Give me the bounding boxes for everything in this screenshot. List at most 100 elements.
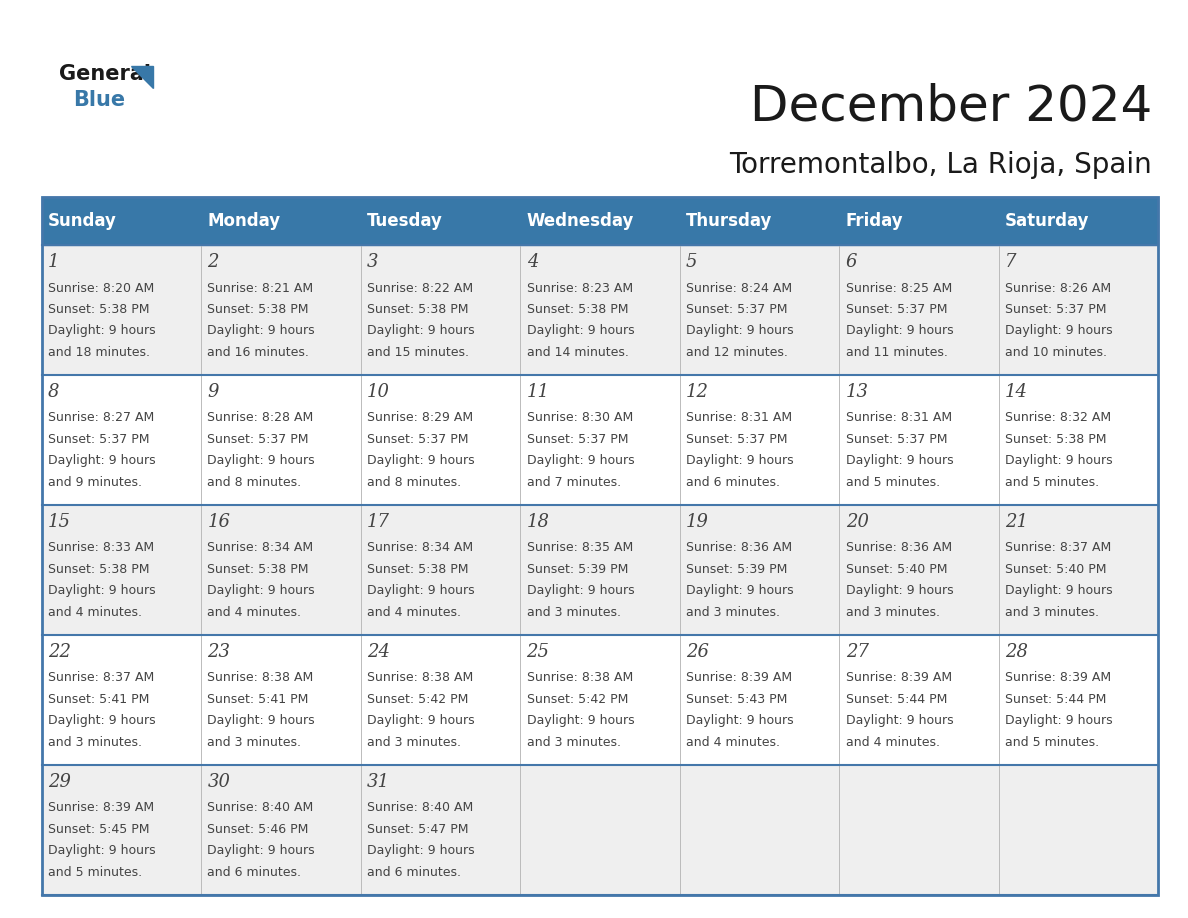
Text: 18: 18 [526, 513, 550, 531]
Bar [999, 245, 1158, 375]
Text: Daylight: 9 hours: Daylight: 9 hours [367, 845, 475, 857]
Text: and 8 minutes.: and 8 minutes. [367, 476, 461, 489]
Text: Sunrise: 8:33 AM: Sunrise: 8:33 AM [48, 542, 154, 554]
Text: Sunset: 5:38 PM: Sunset: 5:38 PM [208, 303, 309, 316]
Text: Sunrise: 8:29 AM: Sunrise: 8:29 AM [367, 411, 473, 424]
Text: 16: 16 [208, 513, 230, 531]
Text: Sunrise: 8:36 AM: Sunrise: 8:36 AM [846, 542, 952, 554]
Text: and 7 minutes.: and 7 minutes. [526, 476, 620, 489]
Text: Sunrise: 8:40 AM: Sunrise: 8:40 AM [208, 801, 314, 814]
Text: and 11 minutes.: and 11 minutes. [846, 346, 948, 359]
Bar [361, 245, 520, 375]
Text: Saturday: Saturday [1005, 212, 1089, 230]
Bar [680, 375, 839, 505]
Text: Sunset: 5:38 PM: Sunset: 5:38 PM [526, 303, 628, 316]
Text: Sunset: 5:37 PM: Sunset: 5:37 PM [846, 433, 947, 446]
Text: Daylight: 9 hours: Daylight: 9 hours [1005, 714, 1113, 727]
Text: and 9 minutes.: and 9 minutes. [48, 476, 141, 489]
Text: Daylight: 9 hours: Daylight: 9 hours [48, 324, 156, 338]
Text: Sunset: 5:37 PM: Sunset: 5:37 PM [526, 433, 628, 446]
Text: Sunrise: 8:38 AM: Sunrise: 8:38 AM [208, 671, 314, 685]
Text: Sunrise: 8:38 AM: Sunrise: 8:38 AM [367, 671, 473, 685]
Text: 8: 8 [48, 383, 59, 401]
Text: Daylight: 9 hours: Daylight: 9 hours [1005, 585, 1113, 598]
Bar [839, 765, 999, 895]
Text: 20: 20 [846, 513, 868, 531]
Bar [999, 635, 1158, 765]
Text: Sunrise: 8:20 AM: Sunrise: 8:20 AM [48, 282, 154, 295]
Text: and 3 minutes.: and 3 minutes. [48, 736, 141, 749]
Text: 11: 11 [526, 383, 550, 401]
Text: Daylight: 9 hours: Daylight: 9 hours [48, 585, 156, 598]
Text: Daylight: 9 hours: Daylight: 9 hours [208, 585, 315, 598]
Text: Sunset: 5:39 PM: Sunset: 5:39 PM [687, 563, 788, 576]
Text: Monday: Monday [208, 212, 280, 230]
Polygon shape [132, 66, 153, 88]
Text: 29: 29 [48, 773, 71, 791]
Bar [999, 375, 1158, 505]
Text: Sunset: 5:38 PM: Sunset: 5:38 PM [367, 563, 468, 576]
Text: 14: 14 [1005, 383, 1028, 401]
Text: Sunrise: 8:37 AM: Sunrise: 8:37 AM [1005, 542, 1112, 554]
Text: 23: 23 [208, 643, 230, 661]
Text: Sunset: 5:41 PM: Sunset: 5:41 PM [208, 693, 309, 706]
Bar [680, 505, 839, 635]
Text: Daylight: 9 hours: Daylight: 9 hours [526, 454, 634, 467]
Bar [520, 245, 680, 375]
Bar [680, 635, 839, 765]
Bar [361, 765, 520, 895]
Bar [361, 505, 520, 635]
Bar [839, 245, 999, 375]
Text: and 4 minutes.: and 4 minutes. [208, 606, 302, 619]
Text: Sunrise: 8:36 AM: Sunrise: 8:36 AM [687, 542, 792, 554]
Text: Sunset: 5:39 PM: Sunset: 5:39 PM [526, 563, 628, 576]
Text: 17: 17 [367, 513, 390, 531]
Text: and 15 minutes.: and 15 minutes. [367, 346, 469, 359]
Text: Sunrise: 8:28 AM: Sunrise: 8:28 AM [208, 411, 314, 424]
Text: Sunrise: 8:37 AM: Sunrise: 8:37 AM [48, 671, 154, 685]
Text: Daylight: 9 hours: Daylight: 9 hours [526, 585, 634, 598]
Text: Sunrise: 8:27 AM: Sunrise: 8:27 AM [48, 411, 154, 424]
Text: General: General [59, 64, 151, 84]
Text: Sunrise: 8:34 AM: Sunrise: 8:34 AM [367, 542, 473, 554]
Text: 9: 9 [208, 383, 219, 401]
Text: Sunset: 5:37 PM: Sunset: 5:37 PM [208, 433, 309, 446]
Text: Sunrise: 8:40 AM: Sunrise: 8:40 AM [367, 801, 473, 814]
Text: Daylight: 9 hours: Daylight: 9 hours [846, 454, 953, 467]
Text: and 3 minutes.: and 3 minutes. [367, 736, 461, 749]
Text: and 10 minutes.: and 10 minutes. [1005, 346, 1107, 359]
Bar [520, 505, 680, 635]
Text: and 3 minutes.: and 3 minutes. [1005, 606, 1099, 619]
Text: Sunrise: 8:22 AM: Sunrise: 8:22 AM [367, 282, 473, 295]
Text: and 4 minutes.: and 4 minutes. [687, 736, 781, 749]
Bar [42, 197, 1158, 895]
Text: Sunday: Sunday [48, 212, 116, 230]
Bar [520, 765, 680, 895]
Text: Sunrise: 8:39 AM: Sunrise: 8:39 AM [1005, 671, 1111, 685]
Text: 12: 12 [687, 383, 709, 401]
Text: Sunset: 5:38 PM: Sunset: 5:38 PM [367, 303, 468, 316]
Text: Sunset: 5:43 PM: Sunset: 5:43 PM [687, 693, 788, 706]
Text: Daylight: 9 hours: Daylight: 9 hours [367, 714, 475, 727]
Text: and 14 minutes.: and 14 minutes. [526, 346, 628, 359]
Bar [201, 635, 361, 765]
Text: Daylight: 9 hours: Daylight: 9 hours [687, 324, 794, 338]
Text: 24: 24 [367, 643, 390, 661]
Bar [201, 765, 361, 895]
Bar [839, 635, 999, 765]
Text: Tuesday: Tuesday [367, 212, 443, 230]
Text: 10: 10 [367, 383, 390, 401]
Text: Sunset: 5:37 PM: Sunset: 5:37 PM [1005, 303, 1107, 316]
Bar [999, 765, 1158, 895]
Text: Daylight: 9 hours: Daylight: 9 hours [846, 714, 953, 727]
Text: and 5 minutes.: and 5 minutes. [846, 476, 940, 489]
Bar [201, 245, 361, 375]
Text: Sunrise: 8:39 AM: Sunrise: 8:39 AM [687, 671, 792, 685]
Text: 26: 26 [687, 643, 709, 661]
Text: Sunset: 5:40 PM: Sunset: 5:40 PM [846, 563, 947, 576]
Text: Sunrise: 8:25 AM: Sunrise: 8:25 AM [846, 282, 952, 295]
Bar [999, 505, 1158, 635]
Text: Friday: Friday [846, 212, 903, 230]
Text: Sunset: 5:37 PM: Sunset: 5:37 PM [846, 303, 947, 316]
Text: Sunset: 5:40 PM: Sunset: 5:40 PM [1005, 563, 1107, 576]
